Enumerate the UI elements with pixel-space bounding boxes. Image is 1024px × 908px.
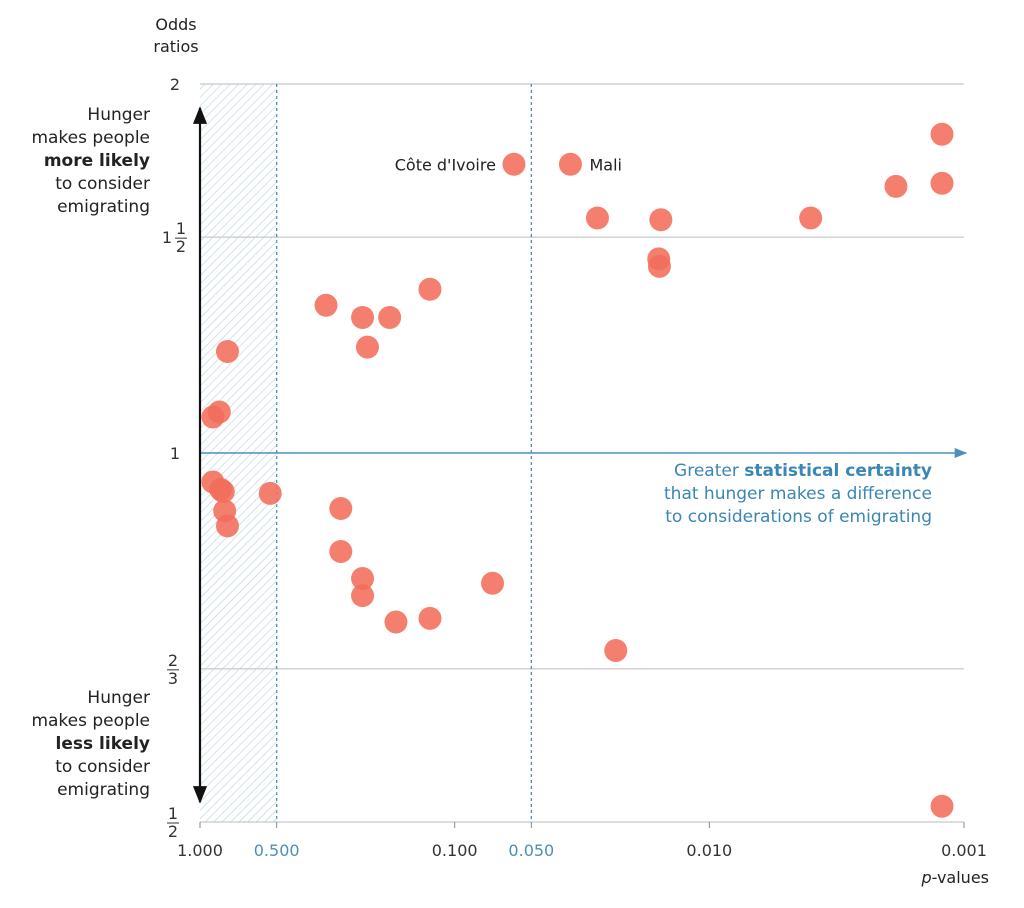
note-less-line1: Hunger (87, 688, 150, 708)
point-label-21: Côte d'Ivoire (395, 155, 496, 174)
note-more-line5: emigrating (57, 197, 150, 217)
x-tick-label-0: 1.000 (177, 841, 223, 860)
point-8 (258, 481, 282, 505)
y-tick-den-1: 2 (176, 237, 186, 256)
note-more-emphasis: more likely (43, 151, 150, 171)
point-19 (418, 277, 442, 301)
y-tick-label-2: 1 (170, 444, 180, 463)
certainty-line1-start: Greater (674, 461, 745, 481)
y-tick-num-3: 2 (168, 651, 178, 670)
y-tick-label-0: 2 (170, 75, 180, 94)
point-15 (351, 566, 375, 590)
point-27 (647, 254, 671, 278)
point-13 (355, 335, 379, 359)
point-labels: Côte d'Ivoire Mali (395, 155, 622, 174)
note-less-emphasis: less likely (55, 734, 150, 754)
certainty-emphasis: statistical certainty (744, 461, 932, 481)
y-tick-num-4: 1 (168, 804, 178, 823)
point-16 (351, 584, 375, 608)
point-14 (378, 305, 402, 329)
point-31 (930, 171, 954, 195)
x-tick-label-1: 0.500 (254, 841, 300, 860)
point-23 (585, 206, 609, 230)
point-25 (649, 208, 673, 232)
point-1 (207, 400, 231, 424)
point-30 (930, 122, 954, 146)
point-29 (884, 174, 908, 198)
x-tick-label-4: 0.010 (686, 841, 732, 860)
y-tick-label-3: 23 (167, 651, 179, 688)
y-tick-num-1: 1 (176, 219, 186, 238)
point-7 (215, 514, 239, 538)
x-axis-title-p: p (921, 868, 932, 887)
x-tick-label-2: 0.100 (432, 841, 478, 860)
point-28 (799, 206, 823, 230)
note-more-line1: Hunger (87, 105, 150, 125)
y-tick-den-3: 3 (168, 669, 178, 688)
x-axis-title: p-values (921, 868, 989, 887)
y-axis-title-line1: Odds (155, 15, 197, 34)
note-more-line4: to consider (55, 174, 150, 194)
y-tick-label-4: 12 (167, 804, 179, 841)
note-less-line5: emigrating (57, 780, 150, 800)
y-axis-title-line2: ratios (153, 37, 199, 56)
point-32 (930, 794, 954, 818)
x-tick-label-5: 0.001 (941, 841, 987, 860)
y-tick-int-1: 1 (162, 228, 172, 247)
certainty-line3: to considerations of emigrating (665, 507, 932, 527)
annotation-more-likely: Hunger makes people more likely to consi… (0, 104, 150, 219)
point-22 (558, 152, 582, 176)
x-axis-title-rest: -values (931, 868, 989, 887)
y-axis-title: Odds ratios (146, 14, 206, 58)
point-9 (314, 293, 338, 317)
point-24 (604, 639, 628, 663)
point-11 (329, 540, 353, 564)
axes (192, 106, 968, 828)
point-12 (351, 305, 375, 329)
note-more-line2: makes people (31, 128, 150, 148)
note-less-line4: to consider (55, 757, 150, 777)
y-tick-label-1: 1 12 (162, 219, 187, 256)
x-tick-label-3: 0.050 (508, 841, 554, 860)
certainty-line2: that hunger makes a difference (664, 484, 932, 504)
y-tick-den-4: 2 (168, 822, 178, 841)
point-21 (502, 152, 526, 176)
note-less-line2: makes people (31, 711, 150, 731)
annotation-statistical-certainty: Greater statistical certainty that hunge… (612, 460, 932, 529)
annotation-less-likely: Hunger makes people less likely to consi… (0, 687, 150, 802)
point-label-22: Mali (589, 155, 622, 174)
point-17 (384, 610, 408, 634)
point-5 (211, 480, 235, 504)
point-18 (418, 606, 442, 630)
point-10 (329, 496, 353, 520)
point-20 (481, 571, 505, 595)
point-2 (215, 340, 239, 364)
data-points (201, 122, 954, 818)
